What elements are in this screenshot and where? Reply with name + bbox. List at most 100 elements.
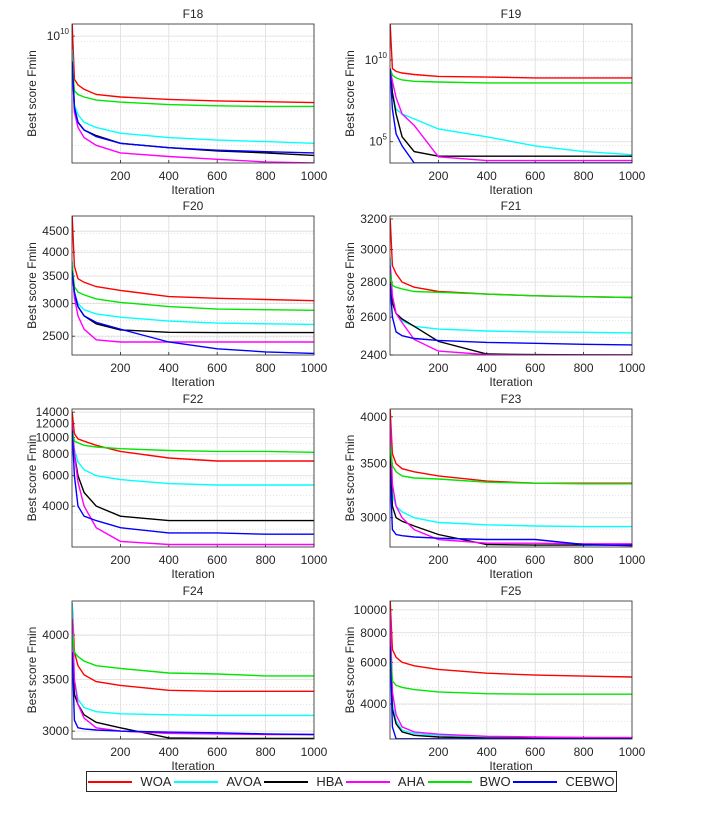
x-axis-label: Iteration xyxy=(171,183,214,197)
legend-label: AVOA xyxy=(226,774,262,789)
x-tick-label: 200 xyxy=(428,745,448,759)
y-tick-label: 8000 xyxy=(42,447,69,461)
x-tick-label: 1000 xyxy=(301,553,328,567)
x-tick-label: 400 xyxy=(477,169,497,183)
y-tick-label: 3000 xyxy=(42,724,69,738)
legend-label: WOA xyxy=(140,774,172,789)
axes-box xyxy=(71,600,315,740)
y-tick-label: 4500 xyxy=(42,224,69,238)
series-line-woa xyxy=(72,216,314,302)
x-tick-label: 400 xyxy=(477,361,497,375)
y-tick-label: 3500 xyxy=(42,673,69,687)
x-tick-label: 600 xyxy=(207,745,227,759)
series-line-avoa xyxy=(72,49,314,144)
y-tick-label: 6000 xyxy=(42,469,69,483)
x-tick-label: 200 xyxy=(110,169,130,183)
series-line-aha xyxy=(390,611,632,739)
legend-swatch xyxy=(174,780,219,783)
series-line-woa xyxy=(72,24,314,104)
axes-box xyxy=(389,215,633,356)
series-line-bwo xyxy=(72,61,314,108)
legend-item-aha: AHA xyxy=(345,774,425,789)
subplot-f19: 200 400 600 800 1000 105 1010 F19 Iteration Best … xyxy=(343,7,646,197)
x-axis-label: Iteration xyxy=(171,567,214,581)
axes-box xyxy=(389,408,633,548)
axes-box xyxy=(71,408,315,548)
y-axis-label: Best score Fmin xyxy=(343,627,357,714)
x-tick-label: 600 xyxy=(207,361,227,375)
x-tick-label: 600 xyxy=(525,361,545,375)
x-axis-label: Iteration xyxy=(489,567,532,581)
y-tick-label: 2400 xyxy=(360,348,387,362)
legend-swatch xyxy=(264,780,309,783)
y-tick-label: 12000 xyxy=(36,417,70,431)
axes-box xyxy=(389,23,633,164)
series-line-aha xyxy=(72,423,314,546)
y-tick-label: 4000 xyxy=(42,245,69,259)
axes-box xyxy=(71,215,315,356)
x-axis-label: Iteration xyxy=(171,375,214,389)
y-tick-label: 4000 xyxy=(42,628,69,642)
y-tick-label: 4000 xyxy=(360,697,387,711)
x-axis-label: Iteration xyxy=(171,759,214,770)
subplot-f18: 200 400 600 800 1000 1010 F18 Iteration Best sco… xyxy=(25,7,328,197)
x-tick-label: 400 xyxy=(159,169,179,183)
y-tick-label: 14000 xyxy=(36,405,70,419)
subplot-f23: 200 400 600 800 1000 3000 3500 4000 F23 Iteration… xyxy=(343,392,646,581)
y-tick-label: 8000 xyxy=(360,626,387,640)
series-line-hba xyxy=(390,68,632,157)
x-tick-label: 1000 xyxy=(301,745,328,759)
series-line-avoa xyxy=(390,425,632,528)
x-tick-label: 200 xyxy=(428,361,448,375)
subplot-f22: 200 400 600 800 1000 4000 6000 8000 100001200014… xyxy=(25,392,328,581)
y-tick-label: 3000 xyxy=(360,511,387,525)
convergence-curves-figure: 200 400 600 800 1000 1010 F18 Iteration Best sco… xyxy=(25,7,646,770)
y-tick-label: 3200 xyxy=(360,212,387,226)
x-tick-label: 200 xyxy=(110,361,130,375)
series-line-bwo xyxy=(390,273,632,299)
series-line-cebwo xyxy=(390,285,632,346)
series-line-woa xyxy=(72,603,314,692)
x-tick-label: 1000 xyxy=(619,169,646,183)
series-line-aha xyxy=(390,265,632,355)
y-tick-label: 3500 xyxy=(360,457,387,471)
x-tick-label: 200 xyxy=(110,745,130,759)
series-line-bwo xyxy=(390,68,632,84)
series-line-aha xyxy=(72,61,314,163)
legend-item-hba: HBA xyxy=(264,774,343,789)
legend-item-avoa: AVOA xyxy=(174,774,262,789)
x-axis-label: Iteration xyxy=(489,375,532,389)
subplot-title: F23 xyxy=(501,392,522,406)
series-line-aha xyxy=(72,266,314,343)
series-line-hba xyxy=(390,453,632,546)
x-tick-label: 800 xyxy=(574,361,594,375)
x-tick-label: 1000 xyxy=(301,169,328,183)
series-line-cebwo xyxy=(72,61,314,154)
series-line-cebwo xyxy=(390,473,632,547)
series-line-cebwo xyxy=(72,430,314,535)
x-tick-label: 800 xyxy=(574,169,594,183)
legend-item-cebwo: CEBWO xyxy=(513,774,615,789)
legend-item-woa: WOA xyxy=(88,774,171,789)
y-tick-label: 2800 xyxy=(360,275,387,289)
subplot-f24: 200 400 600 800 1000 3000 3500 4000 F24 Iteration… xyxy=(25,584,328,770)
subplot-f25: 200 400 600 800 1000 4000 6000 8000 10000 F25 Iter… xyxy=(343,584,646,770)
legend-swatch xyxy=(88,780,133,783)
subplot-f21: 200 400 600 800 1000 2400 2600 2800 3000 3200 F21 I… xyxy=(343,199,646,389)
x-tick-label: 600 xyxy=(525,169,545,183)
x-tick-label: 200 xyxy=(428,169,448,183)
y-tick-label: 2600 xyxy=(360,310,387,324)
x-tick-label: 600 xyxy=(525,553,545,567)
y-tick-label: 3000 xyxy=(360,242,387,256)
x-tick-label: 800 xyxy=(256,361,276,375)
subplot-title: F24 xyxy=(183,584,204,598)
y-tick-label: 3500 xyxy=(42,269,69,283)
y-axis-label: Best score Fmin xyxy=(25,242,39,329)
subplot-title: F20 xyxy=(183,199,204,213)
y-axis-label: Best score Fmin xyxy=(25,50,39,137)
y-tick-label: 3000 xyxy=(42,297,69,311)
x-tick-label: 800 xyxy=(256,553,276,567)
x-tick-label: 400 xyxy=(159,553,179,567)
y-axis-label: Best score Fmin xyxy=(343,242,357,329)
y-tick-label: 4000 xyxy=(360,410,387,424)
